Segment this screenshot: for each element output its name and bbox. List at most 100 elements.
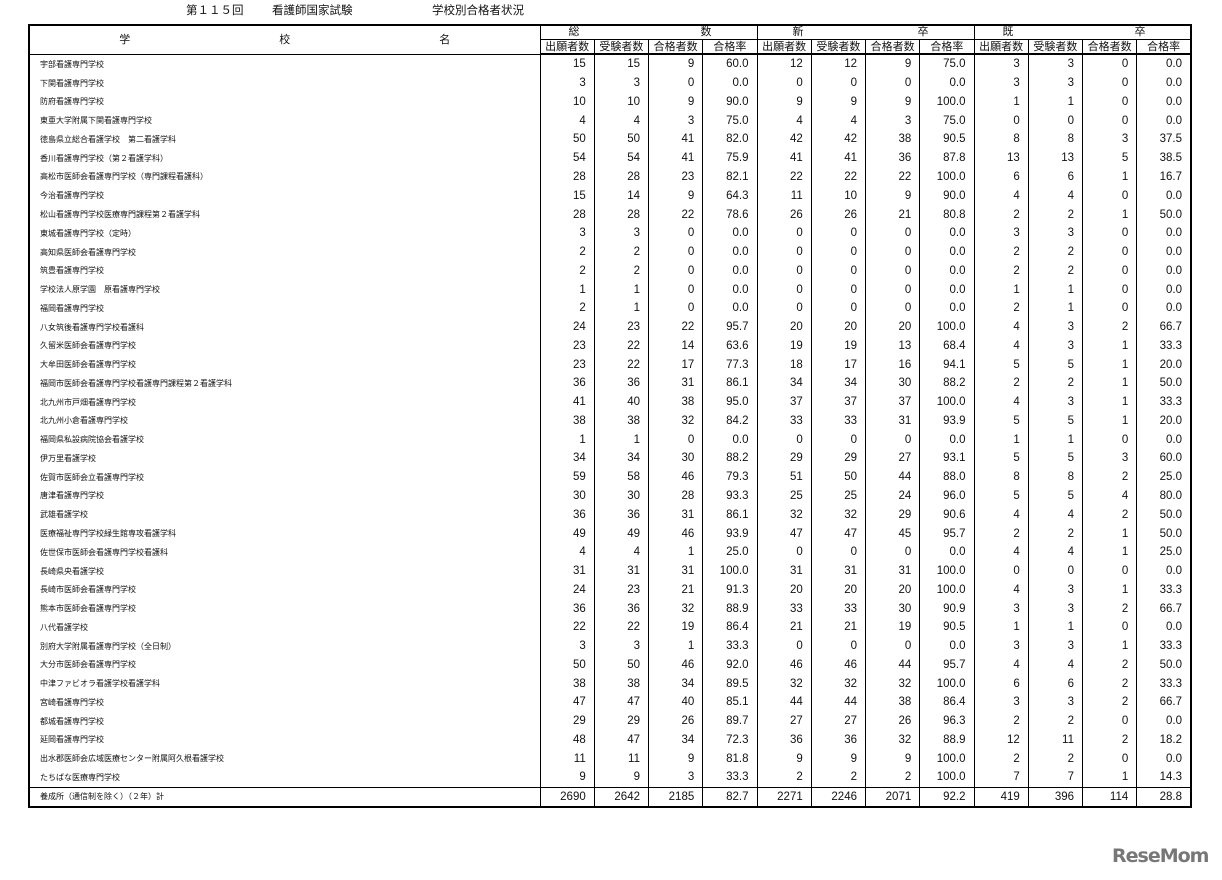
value-cell: 50	[539, 655, 595, 675]
value-cell: 47	[593, 693, 649, 712]
value-cell: 95.7	[919, 655, 974, 675]
group-header-new-graduates: 新卒	[756, 25, 974, 40]
header-char: 校	[279, 32, 291, 46]
column-header: 合格者数	[864, 39, 920, 55]
value-cell: 6	[973, 167, 1029, 187]
value-cell: 2	[1081, 599, 1137, 618]
value-cell: 66.7	[1136, 599, 1191, 618]
table-row: 長崎市医師会看護専門学校 24 23 21 91.3 20 20 20 100.0 4 3 1 33.3	[29, 580, 1191, 600]
school-name: 熊本市医師会看護専門学校	[40, 604, 136, 614]
value-cell: 32	[647, 411, 703, 431]
value-cell: 5	[1027, 411, 1083, 431]
value-cell: 0.0	[1136, 111, 1191, 131]
value-cell: 93.9	[702, 524, 757, 543]
value-cell: 28.8	[1136, 786, 1191, 807]
value-cell: 92.0	[702, 655, 757, 675]
value-cell: 87.8	[919, 148, 974, 168]
table-row: 大牟田医師会看護専門学校 23 22 17 77.3 18 17 16 94.1 5 5 1 20.0	[29, 355, 1191, 375]
value-cell: 0.0	[919, 430, 974, 450]
school-name: 長崎市医師会看護専門学校	[40, 585, 136, 595]
value-cell: 3	[593, 73, 649, 93]
value-cell: 2	[973, 298, 1029, 318]
value-cell: 0	[973, 561, 1029, 581]
school-name: 中津ファビオラ看護学校看護学科	[40, 679, 160, 689]
value-cell: 20	[810, 317, 866, 337]
value-cell: 0	[647, 280, 703, 299]
value-cell: 4	[810, 111, 866, 131]
value-cell: 0.0	[919, 298, 974, 318]
value-cell: 0	[864, 223, 920, 243]
value-cell: 28	[539, 167, 595, 187]
column-header: 合格者数	[647, 39, 703, 55]
value-cell: 12	[756, 54, 812, 74]
table-row: 松山看護専門学校医療専門課程第２看護学科 28 28 22 78.6 26 26 21 80.8…	[29, 205, 1191, 224]
value-cell: 20	[756, 580, 812, 600]
value-cell: 3	[647, 768, 703, 788]
school-name: 北九州小倉看護専門学校	[40, 416, 128, 426]
table-row: 長崎県央看護学校 31 31 31 100.0 31 31 31 100.0 0 0 0 0.0	[29, 561, 1191, 581]
value-cell: 46	[647, 467, 703, 487]
value-cell: 80.8	[919, 205, 974, 224]
value-cell: 26	[810, 205, 866, 224]
school-name: 佐世保市医師会看護専門学校看護科	[40, 547, 168, 557]
value-cell: 5	[1081, 148, 1137, 168]
value-cell: 82.1	[702, 167, 757, 187]
value-cell: 90.5	[919, 130, 974, 149]
value-cell: 26	[864, 711, 920, 731]
value-cell: 0.0	[1136, 280, 1191, 299]
value-cell: 0	[756, 430, 812, 450]
value-cell: 88.2	[702, 449, 757, 468]
table-row: 高知県医師会看護専門学校 2 2 0 0.0 0 0 0 0.0 2 2 0 0.0	[29, 242, 1191, 262]
value-cell: 0	[864, 73, 920, 93]
table-row: 筑豊看護専門学校 2 2 0 0.0 0 0 0 0.0 2 2 0 0.0	[29, 261, 1191, 281]
value-cell: 33	[810, 411, 866, 431]
school-name: 高松市医師会看護専門学校（専門課程看護科）	[40, 172, 208, 182]
table-row: 出水郡医師会広域医療センター附属阿久根看護学校 11 11 9 81.8 9 9 9 100.0…	[29, 749, 1191, 769]
value-cell: 9	[539, 768, 595, 788]
value-cell: 0.0	[702, 242, 757, 262]
value-cell: 0.0	[1136, 73, 1191, 93]
value-cell: 2185	[647, 786, 703, 807]
value-cell: 32	[864, 674, 920, 694]
value-cell: 38	[864, 693, 920, 712]
value-cell: 0	[756, 298, 812, 318]
value-cell: 36	[593, 505, 649, 525]
value-cell: 27	[864, 449, 920, 468]
value-cell: 72.3	[702, 730, 757, 750]
header-char: 名	[439, 32, 451, 46]
table-row: 今治看護専門学校 15 14 9 64.3 11 10 9 90.0 4 4 0 0.0	[29, 186, 1191, 206]
table-row: 東亜大学附属下関看護専門学校 4 4 3 75.0 4 4 3 75.0 0 0 0 0.0	[29, 111, 1191, 131]
value-cell: 2	[1027, 261, 1083, 281]
school-name: 宮崎看護専門学校	[40, 697, 104, 707]
value-cell: 33.3	[1136, 336, 1191, 356]
value-cell: 0	[810, 636, 866, 656]
column-header: 出願者数	[973, 39, 1029, 55]
value-cell: 26	[647, 711, 703, 731]
value-cell: 1	[1027, 430, 1083, 450]
table-row: 香川看護専門学校（第２看護学科） 54 54 41 75.9 41 41 36 87.8 13 13…	[29, 148, 1191, 168]
value-cell: 30	[864, 599, 920, 618]
value-cell: 1	[1081, 524, 1137, 543]
value-cell: 32	[864, 730, 920, 750]
value-cell: 22	[539, 617, 595, 637]
school-name: 宇部看護専門学校	[40, 59, 104, 69]
value-cell: 1	[539, 430, 595, 450]
value-cell: 44	[864, 467, 920, 487]
value-cell: 94.1	[919, 355, 974, 375]
value-cell: 31	[864, 561, 920, 581]
value-cell: 66.7	[1136, 317, 1191, 337]
value-cell: 31	[647, 374, 703, 393]
value-cell: 25.0	[1136, 467, 1191, 487]
value-cell: 4	[593, 111, 649, 131]
value-cell: 12	[810, 54, 866, 74]
school-name: 大牟田医師会看護専門学校	[40, 360, 136, 370]
school-name: 高知県医師会看護専門学校	[40, 247, 136, 257]
value-cell: 49	[539, 524, 595, 543]
value-cell: 13	[864, 336, 920, 356]
value-cell: 9	[864, 186, 920, 206]
value-cell: 0	[864, 542, 920, 562]
value-cell: 36	[539, 374, 595, 393]
school-name: たちばな医療専門学校	[40, 772, 120, 782]
value-cell: 41	[756, 148, 812, 168]
value-cell: 9	[647, 749, 703, 769]
